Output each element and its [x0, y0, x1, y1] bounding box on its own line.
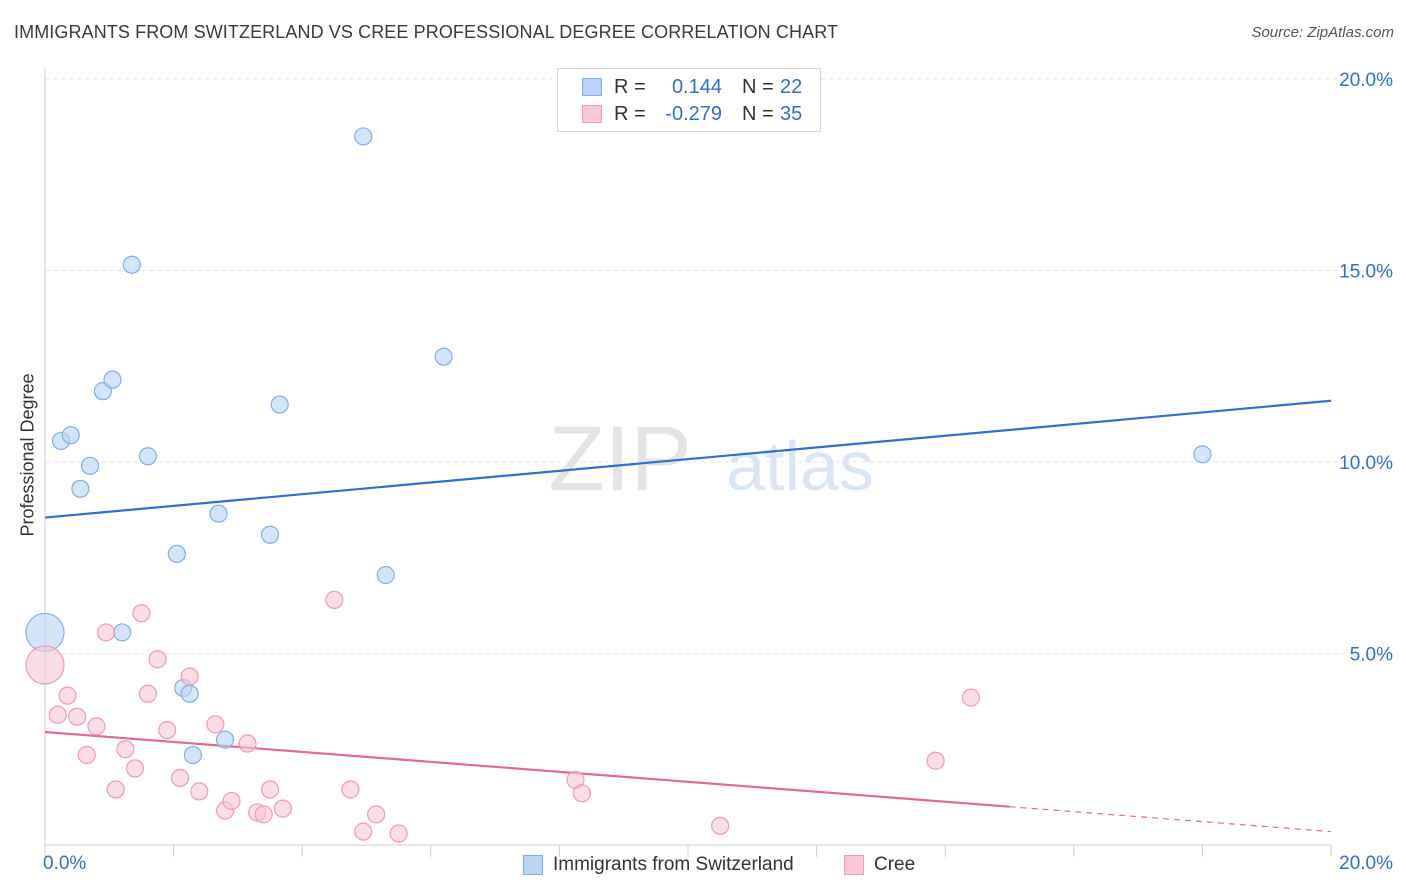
- data-points: [25, 127, 1212, 843]
- point-cree: [354, 822, 373, 841]
- point-cree: [138, 684, 157, 703]
- point-cree: [116, 740, 135, 759]
- point-cree: [238, 734, 257, 753]
- gridlines: [45, 78, 1391, 654]
- legend-r-label: R =: [614, 75, 646, 98]
- bottom-legend-switzerland: Immigrants from Switzerland: [523, 852, 794, 878]
- point-cree: [222, 791, 241, 811]
- point-cree: [260, 780, 280, 799]
- point-switzerland: [61, 426, 80, 445]
- point-cree: [158, 720, 177, 740]
- point-cree: [572, 784, 592, 803]
- bottom-legend-cree: Cree: [844, 852, 915, 878]
- y-tick-label: 20.0%: [1339, 70, 1393, 91]
- point-switzerland: [80, 456, 100, 475]
- point-cree: [711, 816, 730, 835]
- point-cree: [48, 705, 67, 724]
- point-switzerland: [376, 565, 395, 585]
- trend-line-switzerland: [44, 399, 1332, 519]
- legend-r-value: 0.144: [671, 75, 722, 98]
- point-switzerland: [354, 127, 373, 146]
- legend-n-value: 22: [780, 75, 803, 98]
- point-cree: [25, 645, 65, 685]
- bottom-legend-swatch-switzerland: [523, 855, 543, 875]
- legend-n-value: 35: [780, 102, 803, 125]
- point-cree: [170, 768, 190, 788]
- point-cree: [926, 751, 945, 770]
- watermark-zip: ZIP: [548, 408, 691, 510]
- point-switzerland: [270, 395, 289, 414]
- point-switzerland: [138, 447, 157, 466]
- point-cree: [389, 824, 408, 843]
- point-cree: [206, 715, 225, 734]
- point-cree: [341, 780, 360, 799]
- point-switzerland: [183, 745, 202, 765]
- point-switzerland: [260, 525, 280, 544]
- legend-r-value: -0.279: [665, 102, 722, 125]
- x-tick-label-min: 0.0%: [43, 853, 86, 874]
- y-tick-label: 10.0%: [1339, 453, 1393, 474]
- point-cree: [273, 799, 293, 818]
- x-tick-label-max: 20.0%: [1339, 853, 1393, 874]
- legend-row-cree: R = -0.279 N = 35: [582, 102, 802, 126]
- point-cree: [961, 688, 981, 707]
- legend-swatch-switzerland: [582, 78, 602, 96]
- point-switzerland: [122, 255, 141, 274]
- chart-title: IMMIGRANTS FROM SWITZERLAND VS CREE PROF…: [14, 22, 839, 42]
- trend-line-cree: [44, 730, 1010, 808]
- watermark-atlas: atlas: [726, 427, 874, 505]
- legend-swatch-cree: [582, 105, 602, 123]
- legend-n-label: N =: [742, 102, 774, 125]
- bottom-legend-label-switzerland: Immigrants from Switzerland: [553, 854, 794, 875]
- point-switzerland: [215, 730, 235, 749]
- tick-labels: 5.0% 10.0% 15.0% 20.0% 0.0% 20.0%: [43, 70, 1393, 874]
- point-cree: [367, 805, 386, 824]
- point-cree: [125, 759, 145, 778]
- bottom-legend-label-cree: Cree: [874, 854, 916, 875]
- trend-lines: [44, 399, 1332, 833]
- point-cree: [132, 604, 151, 623]
- point-cree: [325, 590, 344, 609]
- point-switzerland: [167, 544, 186, 564]
- point-cree: [96, 623, 116, 642]
- point-switzerland: [434, 347, 453, 366]
- legend: R = 0.144 N = 22 R = -0.279 N = 35: [557, 68, 821, 132]
- bottom-legend-swatch-cree: [844, 855, 864, 875]
- point-switzerland: [71, 479, 90, 498]
- point-cree: [87, 717, 106, 736]
- y-tick-label: 15.0%: [1339, 262, 1393, 283]
- point-cree: [106, 780, 125, 799]
- point-cree: [180, 667, 199, 686]
- y-tick-label: 5.0%: [1350, 645, 1393, 666]
- legend-row-switzerland: R = 0.144 N = 22: [582, 75, 802, 99]
- trend-line-cree-extension: [1009, 806, 1332, 833]
- axes: [44, 68, 1332, 857]
- legend-r-label: R =: [614, 102, 646, 125]
- point-switzerland: [180, 684, 199, 703]
- point-cree: [148, 650, 167, 669]
- point-cree: [254, 805, 273, 824]
- point-cree: [68, 707, 87, 726]
- watermark: ZIP atlas: [548, 408, 874, 510]
- source-label: Source: ZipAtlas.com: [1251, 24, 1394, 41]
- point-switzerland: [1193, 445, 1212, 464]
- point-cree: [77, 745, 96, 765]
- point-cree: [190, 782, 209, 801]
- point-switzerland: [113, 623, 132, 642]
- point-cree: [58, 686, 77, 705]
- point-switzerland: [209, 504, 228, 523]
- point-switzerland: [103, 370, 122, 389]
- legend-n-label: N =: [742, 75, 774, 98]
